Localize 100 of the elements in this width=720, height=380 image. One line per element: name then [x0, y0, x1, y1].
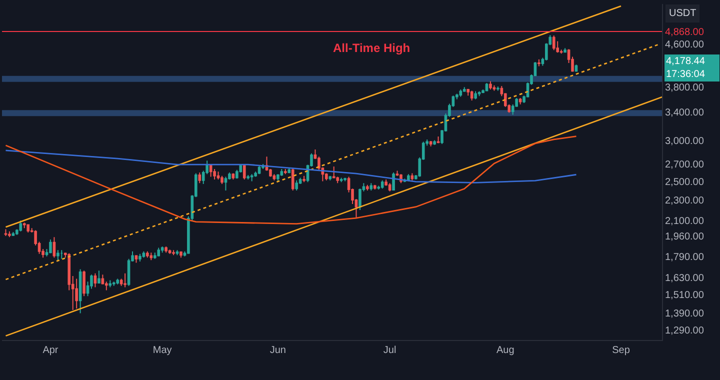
candlestick [94, 272, 97, 288]
candlestick [142, 250, 146, 258]
candlestick [180, 250, 182, 258]
candlestick [78, 268, 82, 314]
y-tick-label: 2,300.00 [665, 196, 704, 207]
candlestick [429, 141, 432, 147]
candlestick [52, 236, 56, 258]
candlestick [466, 89, 470, 96]
y-tick-label: 3,800.00 [665, 82, 704, 94]
candlestick [328, 175, 332, 181]
candlestick [146, 250, 149, 258]
y-axis-title: USDT [669, 8, 696, 19]
y-tick-label: 1,630.00 [665, 272, 704, 284]
candlestick [213, 168, 216, 180]
text: 4,178.44 [666, 56, 706, 67]
candlestick [138, 253, 142, 262]
candlestick [485, 82, 488, 92]
candlestick [224, 176, 228, 191]
candlestick [134, 254, 138, 264]
y-tick-label: 4,600.00 [665, 40, 704, 51]
candlestick [284, 168, 287, 175]
candlestick [373, 184, 376, 190]
ref-line-label: All-Time High [333, 41, 410, 55]
y-tick-label: 2,700.00 [665, 159, 704, 170]
candlestick [56, 250, 60, 261]
line-series [5, 136, 577, 225]
candlestick [26, 224, 30, 234]
candlestick [153, 252, 156, 260]
candlestick [4, 228, 8, 236]
candlestick [380, 180, 384, 190]
candlestick [49, 238, 52, 254]
y-tick-label: 1,510.00 [665, 290, 704, 302]
candlestick [216, 171, 220, 180]
candlestick [60, 250, 64, 260]
candlestick [538, 58, 540, 67]
x-tick-label: Aug [496, 345, 514, 356]
candlestick [160, 246, 164, 254]
y-tick-label: 1,960.00 [665, 231, 704, 242]
candlestick [19, 220, 22, 232]
candlestick [157, 247, 160, 257]
candlestick [436, 136, 440, 144]
candlestick [164, 246, 168, 254]
y-tick-label: 4,868.00 [665, 26, 704, 38]
candlestick [518, 98, 522, 105]
candlestick [302, 175, 306, 183]
candlestick [22, 222, 26, 229]
candlestick [407, 174, 410, 182]
candlestick [433, 140, 436, 146]
candlestick [489, 80, 492, 90]
candlestick [98, 270, 100, 284]
candlestick [75, 278, 78, 309]
candlestick [116, 278, 120, 285]
candlestick [232, 172, 235, 180]
candlestick [236, 169, 238, 180]
candlestick [8, 230, 11, 238]
candlestick [470, 90, 474, 102]
x-tick-label: Apr [42, 345, 59, 356]
candlestick [474, 90, 477, 100]
candlestick [340, 177, 343, 183]
candlestick [410, 172, 414, 181]
candlestick [459, 89, 462, 98]
candlestick [220, 175, 224, 184]
y-tick-label: 2,500.00 [665, 176, 704, 188]
candlestick [478, 90, 481, 97]
line-series [5, 150, 577, 184]
candlestick [150, 252, 153, 261]
candlestick [552, 35, 556, 51]
x-tick-label: Sep [612, 345, 630, 356]
candlestick [12, 232, 15, 236]
candlestick [291, 168, 294, 191]
candlestick [250, 174, 254, 182]
x-tick-label: May [152, 345, 172, 356]
candlestick [108, 280, 112, 288]
candlestick [112, 281, 116, 286]
x-tick-label: Jun [270, 345, 286, 356]
text: 17:36:04 [666, 69, 706, 80]
y-tick-label: 3,400.00 [665, 108, 704, 119]
candlestick [388, 182, 392, 192]
candlestick [176, 250, 179, 256]
candlestick [366, 184, 369, 191]
y-tick-label: 3,000.00 [665, 136, 704, 147]
y-tick-label: 2,100.00 [665, 216, 704, 227]
candlestick [288, 168, 291, 174]
candlestick [172, 250, 175, 256]
candlestick [496, 86, 500, 92]
y-tick-label: 1,290.00 [665, 326, 704, 337]
x-tick-label: Jul [383, 345, 396, 356]
candlestick [564, 48, 566, 53]
y-tick-label: 1,390.00 [665, 308, 704, 320]
candlestick [370, 182, 373, 191]
candlestick [492, 84, 496, 92]
candlestick [82, 270, 86, 297]
candlestick [246, 174, 250, 180]
candlestick [242, 163, 246, 180]
candlestick [295, 180, 298, 191]
candlestick [344, 177, 346, 182]
candlestick [392, 172, 395, 191]
y-tick-label: 1,790.00 [665, 252, 704, 263]
candlestick [198, 172, 202, 184]
candlestick [124, 272, 126, 288]
